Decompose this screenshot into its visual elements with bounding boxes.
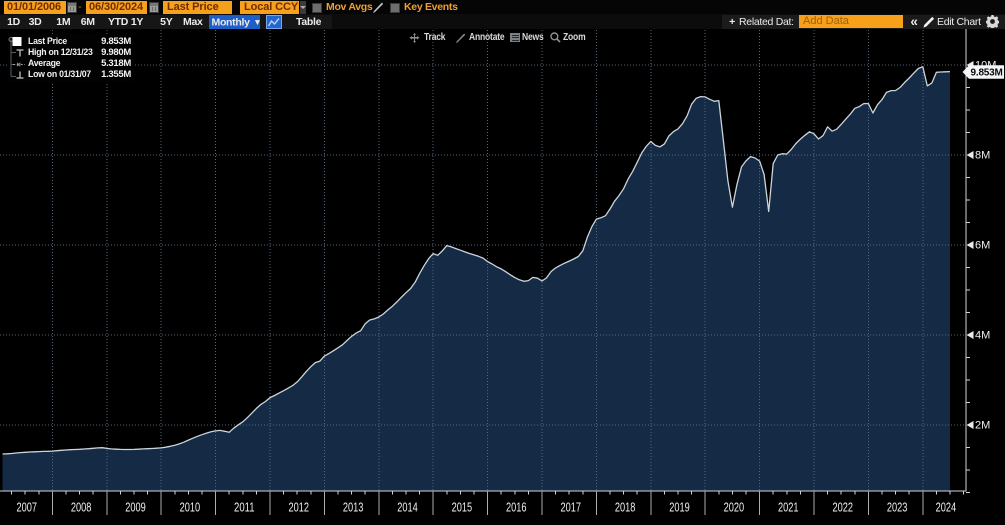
svg-text:2015: 2015 xyxy=(452,501,473,515)
svg-text:2007: 2007 xyxy=(16,501,37,515)
svg-text:2023: 2023 xyxy=(887,501,908,515)
svg-text:2010: 2010 xyxy=(180,501,201,515)
svg-text:8M: 8M xyxy=(975,150,990,162)
svg-text:2009: 2009 xyxy=(125,501,146,515)
svg-text:2014: 2014 xyxy=(397,501,418,515)
svg-text:2021: 2021 xyxy=(778,501,799,515)
svg-text:2M: 2M xyxy=(975,420,990,432)
svg-text:2022: 2022 xyxy=(832,501,853,515)
svg-text:2008: 2008 xyxy=(71,501,92,515)
svg-text:2018: 2018 xyxy=(615,501,636,515)
svg-text:2020: 2020 xyxy=(724,501,745,515)
svg-text:9.853M: 9.853M xyxy=(971,68,1003,79)
svg-text:2011: 2011 xyxy=(234,501,255,515)
svg-text:2017: 2017 xyxy=(560,501,581,515)
svg-text:6M: 6M xyxy=(975,240,990,252)
svg-text:2013: 2013 xyxy=(343,501,364,515)
svg-text:4M: 4M xyxy=(975,330,990,342)
svg-text:2019: 2019 xyxy=(669,501,690,515)
svg-text:2012: 2012 xyxy=(288,501,309,515)
svg-text:2024: 2024 xyxy=(936,501,957,515)
svg-text:2016: 2016 xyxy=(506,501,527,515)
